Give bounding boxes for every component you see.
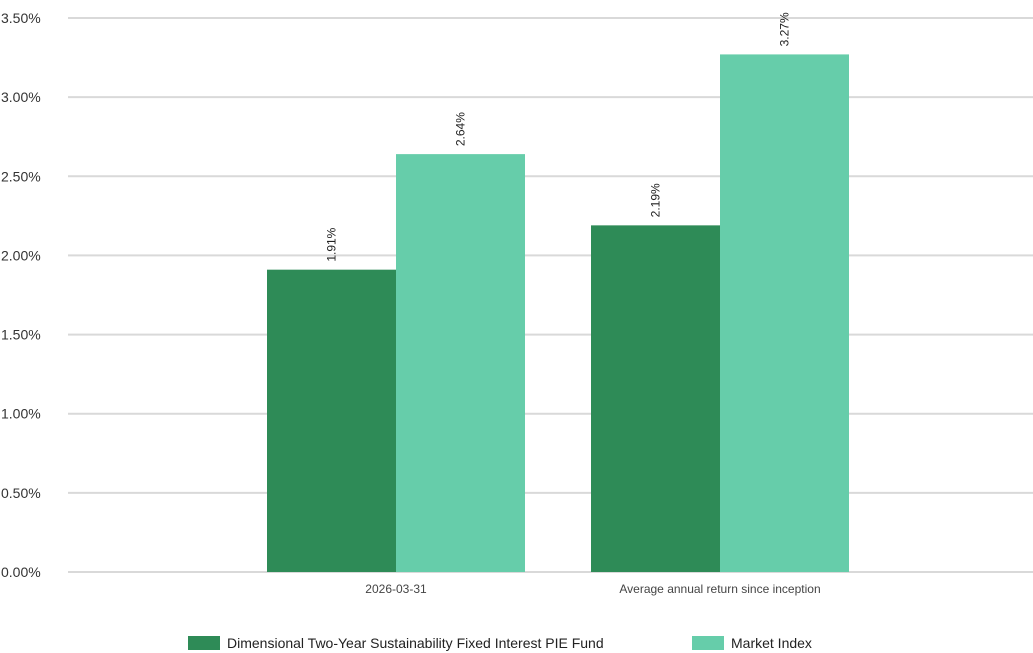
- data-label: 2.19%: [649, 183, 663, 217]
- y-tick-label: 1.50%: [1, 327, 41, 343]
- legend-label-market-index: Market Index: [731, 635, 812, 651]
- gridlines: [68, 17, 1033, 573]
- bar-fund-1: [591, 225, 720, 572]
- data-label: 1.91%: [325, 227, 339, 261]
- legend-swatch-fund: [188, 636, 220, 650]
- y-tick-label: 1.00%: [1, 406, 41, 422]
- x-category-label: Average annual return since inception: [619, 582, 820, 596]
- y-tick-label: 2.50%: [1, 168, 41, 184]
- y-tick-label: 2.00%: [1, 247, 41, 263]
- bar-fund-0: [267, 269, 396, 572]
- legend: Dimensional Two-Year Sustainability Fixe…: [188, 635, 812, 651]
- data-label: 3.27%: [778, 12, 792, 46]
- y-tick-label: 0.50%: [1, 485, 41, 501]
- legend-label-fund: Dimensional Two-Year Sustainability Fixe…: [227, 635, 604, 651]
- y-tick-label: 3.00%: [1, 89, 41, 105]
- data-labels: 1.91% 2.64% 2.19% 3.27%: [325, 12, 792, 262]
- y-tick-label: 3.50%: [1, 10, 41, 26]
- y-tick-label: 0.00%: [1, 564, 41, 580]
- y-axis-ticks: 0.00% 0.50% 1.00% 1.50% 2.00% 2.50% 3.00% 3.50%: [1, 10, 41, 580]
- x-axis-categories: 2026-03-31 Average annual return since in…: [365, 582, 820, 596]
- data-label: 2.64%: [454, 112, 468, 146]
- bar-market-index-1: [720, 54, 849, 573]
- bar-market-index-0: [396, 154, 525, 572]
- bars: [267, 54, 849, 573]
- x-category-label: 2026-03-31: [365, 582, 427, 596]
- legend-swatch-market-index: [692, 636, 724, 650]
